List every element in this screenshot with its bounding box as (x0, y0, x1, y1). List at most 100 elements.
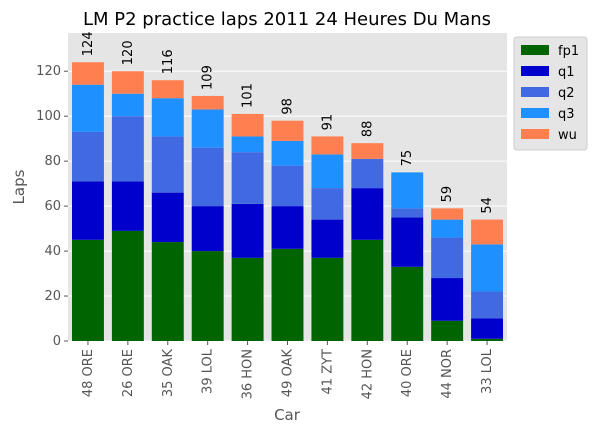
bar-segment-q2 (311, 188, 344, 220)
bar-segment-q3 (231, 136, 264, 153)
bar-segment-q3 (71, 84, 104, 132)
bar-segment-q1 (271, 206, 304, 249)
bar-segment-fp1 (431, 320, 464, 341)
bar-total-label: 116 (161, 49, 176, 74)
bar-segment-q2 (231, 152, 264, 204)
bar-segment-wu (111, 71, 144, 94)
bar-segment-q3 (271, 140, 304, 166)
bar-total-label: 101 (241, 83, 256, 108)
y-tick-label: 60 (44, 199, 61, 214)
bar-segment-q1 (351, 188, 384, 240)
y-tick-label: 0 (53, 334, 61, 349)
legend: fp1 q1 q2 q3 wu (513, 36, 588, 151)
bar-segment-q1 (231, 203, 264, 258)
bar-segment-q3 (391, 172, 424, 209)
bar-segment-q2 (191, 147, 224, 207)
bar-segment-wu (351, 143, 384, 159)
y-tick-label: 80 (44, 154, 61, 169)
bar-segment-fp1 (271, 248, 304, 341)
bar-segment-wu (431, 208, 464, 220)
bar-total-label: 59 (440, 186, 455, 203)
bar-segment-wu (191, 95, 224, 110)
bar-segment-fp1 (191, 251, 224, 341)
x-tick-label: 42 HON (360, 349, 375, 399)
bar-segment-q2 (431, 237, 464, 279)
y-tick-label: 100 (36, 109, 61, 124)
bar-segment-fp1 (111, 230, 144, 341)
bar-segment-q1 (471, 318, 504, 339)
bar-total-label: 88 (360, 121, 375, 138)
bar-segment-q1 (311, 219, 344, 258)
legend-swatch-wu (521, 129, 549, 139)
bar-segment-wu (471, 219, 504, 245)
bar-segment-q3 (311, 154, 344, 189)
bar-segment-q3 (191, 109, 224, 148)
legend-swatch-q2 (521, 87, 549, 97)
bar-segment-fp1 (391, 266, 424, 341)
bar-total-label: 120 (121, 40, 136, 65)
legend-box (513, 36, 588, 151)
x-tick-labels: 48 ORE 26 ORE 35 OAK 39 LOL 36 HON 49 OAK 41 Z… (81, 341, 495, 399)
bar-segment-q3 (431, 219, 464, 238)
legend-label-wu: wu (558, 128, 577, 143)
legend-label-q2: q2 (558, 86, 575, 101)
y-tick-label: 20 (44, 289, 61, 304)
x-axis-label: Car (274, 406, 301, 424)
chart-title: LM P2 practice laps 2011 24 Heures Du Ma… (83, 9, 491, 30)
y-tick-label: 120 (36, 64, 61, 79)
x-tick-label: 49 OAK (281, 349, 296, 398)
y-tick-label: 40 (44, 244, 61, 259)
bar-segment-q2 (71, 131, 104, 182)
bar-segment-q2 (151, 136, 184, 193)
x-tick-label: 33 LOL (480, 348, 495, 394)
bar-segment-q2 (351, 158, 384, 189)
x-tick-label: 44 NOR (440, 349, 455, 399)
bar-segment-fp1 (471, 338, 504, 341)
y-axis-label: Laps (10, 169, 28, 204)
bar-segment-wu (271, 120, 304, 141)
bar-total-label: 75 (400, 150, 415, 167)
x-tick-label: 36 HON (241, 349, 256, 399)
bar-segment-q1 (431, 278, 464, 321)
bar-segment-fp1 (311, 257, 344, 341)
bar-segment-wu (71, 62, 104, 85)
bar-segment-fp1 (231, 257, 264, 341)
bar-total-label: 98 (281, 98, 296, 115)
legend-swatch-fp1 (521, 45, 549, 55)
bar-total-labels: 124 120 116 109 101 98 91 88 75 59 54 (81, 31, 495, 213)
bar-segment-wu (151, 80, 184, 99)
bar-segment-q1 (191, 206, 224, 252)
bar-segment-q2 (391, 208, 424, 218)
legend-label-q1: q1 (558, 65, 575, 80)
legend-label-fp1: fp1 (558, 44, 579, 59)
bar-segment-q2 (111, 116, 144, 182)
bar-total-label: 54 (480, 197, 495, 214)
bar-segment-q1 (111, 181, 144, 231)
bar-segment-q3 (151, 98, 184, 137)
bar-total-label: 91 (320, 114, 335, 131)
bar-segment-fp1 (151, 242, 184, 341)
bar-segment-q3 (111, 93, 144, 117)
bar-segment-wu (311, 136, 344, 155)
bar-segment-q3 (471, 244, 504, 292)
bars (71, 62, 504, 341)
bar-segment-q2 (471, 291, 504, 319)
legend-swatch-q3 (521, 108, 549, 118)
bar-segment-q1 (151, 192, 184, 243)
bar-total-label: 109 (201, 65, 216, 90)
bar-segment-q1 (391, 217, 424, 267)
x-tick-label: 41 ZYT (320, 349, 335, 395)
x-tick-label: 48 ORE (81, 349, 96, 397)
bar-segment-q2 (271, 165, 304, 207)
x-tick-label: 35 OAK (161, 349, 176, 398)
bar-segment-fp1 (71, 239, 104, 341)
legend-swatch-q1 (521, 66, 549, 76)
x-tick-label: 26 ORE (121, 349, 136, 397)
bar-segment-fp1 (351, 239, 384, 341)
x-tick-label: 39 LOL (201, 348, 216, 394)
bar-segment-wu (231, 113, 264, 137)
y-tick-labels: 0 20 40 60 80 100 120 (36, 64, 68, 349)
legend-label-q3: q3 (558, 107, 575, 122)
bar-segment-q1 (71, 181, 104, 240)
